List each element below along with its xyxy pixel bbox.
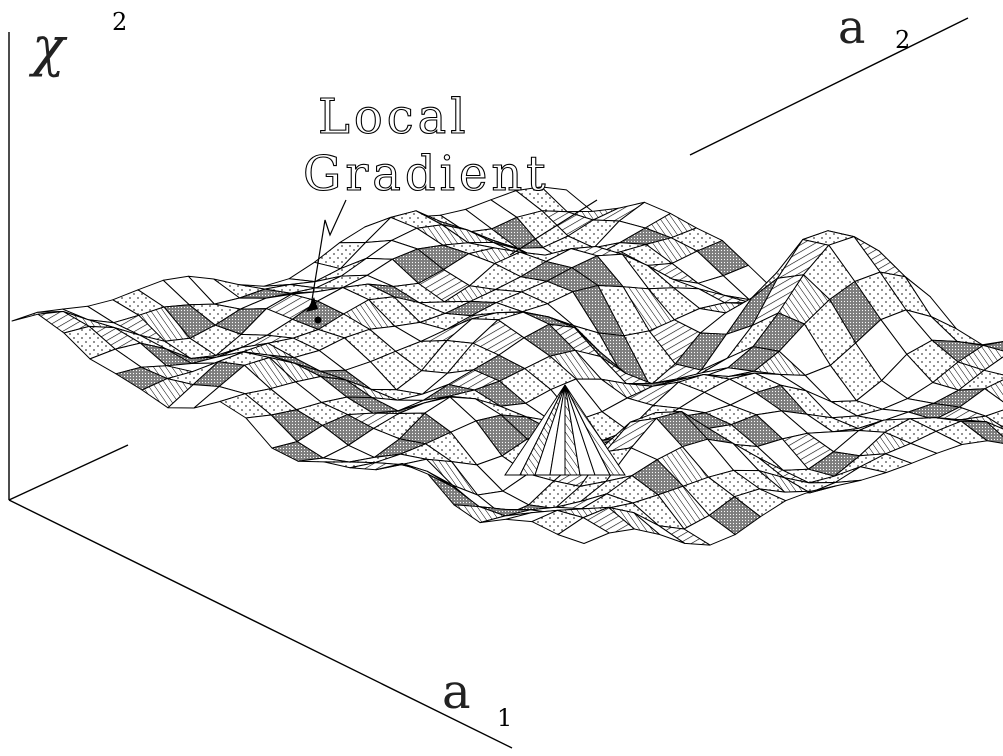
annotation-gradient-label: Gradient bbox=[303, 146, 550, 202]
gradient-slash bbox=[509, 199, 598, 256]
y-axis-subscript: 2 bbox=[895, 26, 911, 54]
central-peak-mesh bbox=[504, 384, 626, 476]
z-axis-symbol: χ bbox=[32, 15, 65, 78]
peak-facet bbox=[564, 384, 626, 476]
gradient-point-marker bbox=[314, 316, 322, 324]
x-axis-symbol: a bbox=[442, 664, 471, 720]
a2-axis-line bbox=[689, 17, 969, 156]
y-axis-symbol: a bbox=[838, 0, 866, 54]
surface-facet bbox=[557, 517, 610, 544]
leader-zigzag bbox=[310, 199, 347, 307]
a1-axis-line bbox=[8, 499, 513, 749]
leader-arrowhead bbox=[306, 297, 318, 312]
annotation-local-label: Local bbox=[318, 89, 470, 145]
axis-frame bbox=[8, 17, 969, 749]
x-axis-subscript: 1 bbox=[497, 704, 513, 732]
a2-axis-back-line bbox=[8, 444, 129, 501]
local-gradient-leader bbox=[310, 199, 598, 307]
chi-square-surface-mesh bbox=[11, 186, 1003, 546]
z-axis-superscript: 2 bbox=[112, 8, 128, 36]
